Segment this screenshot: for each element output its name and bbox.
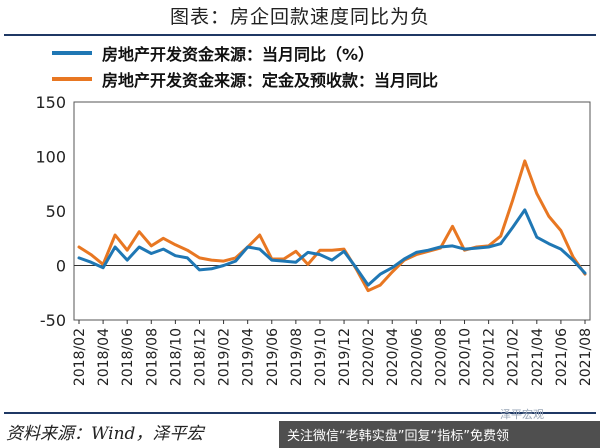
x-tick-label: 2018/08 [144, 328, 160, 386]
chart-legend: 房地产开发资金来源：当月同比（%） 房地产开发资金来源：定金及预收款：当月同比 [52, 40, 438, 92]
x-tick-label: 2020/12 [482, 328, 498, 386]
series-line-1 [77, 208, 587, 287]
x-tick-label: 2019/04 [241, 328, 257, 386]
y-tick-label: 0 [56, 257, 66, 276]
title-divider [4, 34, 596, 36]
x-tick-label: 2019/02 [217, 328, 233, 386]
y-tick-label: 100 [35, 148, 66, 167]
x-tick-label: 2020/06 [409, 328, 425, 386]
legend-label-series-1: 房地产开发资金来源：当月同比（%） [102, 45, 375, 64]
legend-swatch-series-2 [52, 77, 92, 81]
plot-frame [73, 101, 591, 321]
legend-label-series-2: 房地产开发资金来源：定金及预收款：当月同比 [102, 71, 439, 90]
watermark-text: 泽平宏观 [500, 408, 544, 421]
line-chart: -50 0 50 100 150 2018/02 2018/04 2018/06 2018/08… [35, 93, 594, 386]
y-tick-label: -50 [40, 311, 66, 330]
x-tick-label: 2020/04 [385, 328, 401, 386]
x-tick-label: 2019/12 [337, 328, 353, 386]
x-tick-label: 2021/08 [578, 328, 594, 386]
x-tick-label: 2021/06 [554, 328, 570, 386]
x-tick-label: 2019/08 [289, 328, 305, 386]
x-tick-label: 2018/12 [192, 328, 208, 386]
x-tick-label: 2020/10 [458, 328, 474, 386]
promo-banner[interactable]: 关注微信“老韩实盘”回复“指标”免费领 [279, 421, 600, 448]
y-tick-label: 50 [46, 202, 66, 221]
legend-item-series-1: 房地产开发资金来源：当月同比（%） [52, 40, 438, 66]
source-note: 资料来源：Wind，泽平宏 [6, 424, 204, 444]
legend-item-series-2: 房地产开发资金来源：定金及预收款：当月同比 [52, 66, 438, 92]
x-tick-label: 2019/06 [265, 328, 281, 386]
chart-title: 图表：房企回款速度同比为负 [169, 6, 430, 28]
source-divider [4, 412, 596, 414]
x-tick-label: 2019/10 [313, 328, 329, 386]
x-tick-label: 2021/04 [530, 328, 546, 386]
x-tick-label: 2018/10 [168, 328, 184, 386]
series-line-2 [77, 159, 587, 293]
y-tick-label: 150 [35, 93, 66, 112]
x-tick-label: 2018/02 [72, 328, 88, 386]
x-tick-label: 2020/02 [361, 328, 377, 386]
legend-swatch-series-1 [52, 51, 92, 55]
x-tick-label: 2018/04 [96, 328, 112, 386]
x-tick-label: 2020/08 [433, 328, 449, 386]
x-tick-label: 2021/02 [506, 328, 522, 386]
x-tick-label: 2018/06 [120, 328, 136, 386]
